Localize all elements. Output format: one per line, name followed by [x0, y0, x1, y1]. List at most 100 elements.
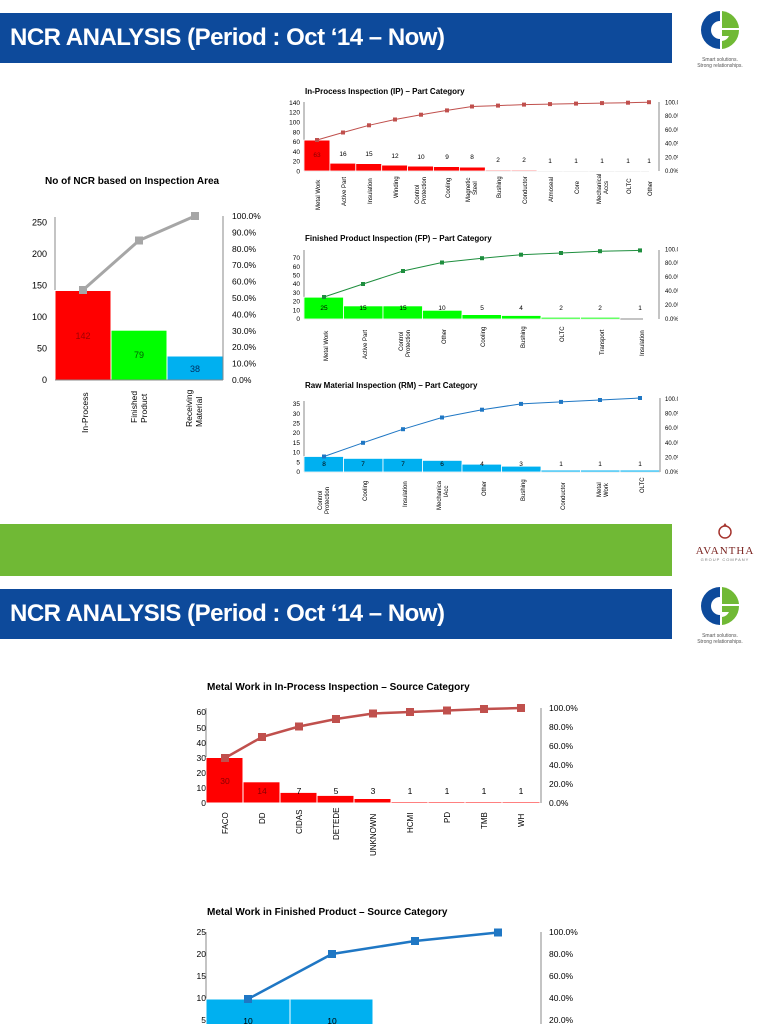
svg-text:0.0%: 0.0% [665, 169, 678, 175]
svg-text:lAcc: lAcc [444, 486, 450, 497]
svg-text:10: 10 [293, 307, 301, 314]
svg-text:150: 150 [32, 281, 47, 291]
svg-text:Active Part: Active Part [342, 177, 348, 206]
svg-text:60: 60 [293, 264, 301, 271]
svg-text:20.0%: 20.0% [549, 1015, 574, 1024]
svg-text:35: 35 [293, 401, 301, 408]
svg-text:70.0%: 70.0% [232, 260, 257, 270]
svg-text:Insulation: Insulation [403, 481, 409, 507]
avantha-sub: GROUP COMPANY [700, 557, 750, 562]
svg-text:5: 5 [296, 459, 300, 466]
svg-text:7: 7 [361, 461, 365, 468]
svg-text:20.0%: 20.0% [665, 155, 678, 161]
svg-text:TMB: TMB [480, 812, 489, 829]
svg-text:5: 5 [201, 1015, 206, 1024]
avantha-name: AVANTHA [695, 545, 755, 557]
svg-text:40.0%: 40.0% [232, 309, 257, 319]
svg-text:3: 3 [371, 786, 376, 796]
svg-text:9: 9 [445, 154, 449, 161]
svg-text:1: 1 [445, 786, 450, 796]
chart-rm-part-category: 0 5 10 15 20 25 30 35 8 7 7 6 4 3 1 1 1 [293, 396, 678, 514]
svg-text:60.0%: 60.0% [549, 741, 574, 751]
svg-text:7: 7 [401, 461, 405, 468]
svg-text:0.0%: 0.0% [665, 470, 678, 476]
svg-text:80.0%: 80.0% [665, 412, 678, 418]
slide2-title: NCR ANALYSIS (Period : Oct ‘14 – Now) [10, 600, 445, 627]
svg-text:70: 70 [293, 255, 301, 262]
svg-text:FACO: FACO [221, 812, 230, 834]
cg-tagline-2: Strong relationships. [697, 639, 743, 645]
svg-text:100.0%: 100.0% [549, 703, 578, 713]
svg-text:Bushing: Bushing [521, 479, 527, 501]
svg-text:15: 15 [197, 971, 207, 981]
svg-text:Conductor: Conductor [561, 482, 567, 510]
svg-text:90.0%: 90.0% [232, 227, 257, 237]
svg-text:60: 60 [197, 707, 207, 717]
svg-text:60.0%: 60.0% [549, 971, 574, 981]
svg-text:80: 80 [293, 129, 301, 136]
svg-text:WH: WH [517, 813, 526, 827]
svg-text:30: 30 [293, 411, 301, 418]
svg-text:20.0%: 20.0% [665, 303, 678, 309]
svg-text:10: 10 [243, 1016, 253, 1024]
svg-text:0.0%: 0.0% [232, 375, 252, 385]
svg-text:30: 30 [197, 753, 207, 763]
cg-tagline-2: Strong relationships. [697, 63, 743, 69]
svg-text:38: 38 [190, 364, 200, 374]
svg-text:Other: Other [482, 481, 488, 496]
svg-text:100.0%: 100.0% [549, 927, 578, 937]
svg-text:20.0%: 20.0% [232, 342, 257, 352]
svg-text:0.0%: 0.0% [549, 798, 569, 808]
svg-text:40.0%: 40.0% [549, 760, 574, 770]
svg-text:12: 12 [391, 153, 399, 160]
svg-text:20: 20 [197, 768, 207, 778]
svg-text:120: 120 [289, 110, 300, 117]
svg-text:6: 6 [440, 461, 444, 468]
svg-text:16: 16 [339, 151, 347, 158]
svg-text:Accs: Accs [604, 181, 610, 194]
svg-text:30.0%: 30.0% [232, 326, 257, 336]
svg-text:UNKNOWN: UNKNOWN [369, 814, 378, 856]
svg-text:10: 10 [197, 783, 207, 793]
svg-text:5: 5 [480, 305, 484, 312]
svg-text:50.0%: 50.0% [232, 293, 257, 303]
svg-text:Control: Control [318, 491, 324, 510]
svg-text:10: 10 [417, 154, 425, 161]
svg-text:25: 25 [293, 421, 301, 428]
svg-text:10.0%: 10.0% [232, 359, 257, 369]
y-axis-ticks: 0 50 100 150 200 250 [32, 218, 47, 386]
svg-text:40.0%: 40.0% [665, 441, 678, 447]
svg-text:1: 1 [519, 786, 524, 796]
svg-text:Active Part: Active Part [363, 330, 369, 359]
svg-text:50: 50 [197, 723, 207, 733]
svg-text:1: 1 [482, 786, 487, 796]
chart-rm-title: Raw Material Inspection (RM) – Part Cate… [305, 381, 478, 390]
green-divider-band [0, 524, 672, 576]
chart-mw-fp-source: 25 20 15 10 5 10 10 100.0% 80.0% 60.0% 40.0% 2… [197, 927, 578, 1024]
svg-text:10: 10 [327, 1016, 337, 1024]
cg-logo-icon [701, 11, 740, 49]
svg-text:10: 10 [197, 993, 207, 1003]
svg-text:Winding: Winding [394, 176, 400, 198]
svg-text:20: 20 [197, 949, 207, 959]
svg-text:Metal Work: Metal Work [324, 330, 330, 361]
svg-text:1: 1 [548, 158, 552, 165]
svg-text:80.0%: 80.0% [665, 114, 678, 120]
svg-text:1: 1 [647, 158, 651, 165]
svg-text:Bushing: Bushing [521, 326, 527, 348]
svg-text:0: 0 [42, 375, 47, 385]
svg-text:Cooling: Cooling [363, 481, 369, 501]
svg-text:1: 1 [574, 158, 578, 165]
chart-fp-title: Finished Product Inspection (FP) – Part … [305, 234, 492, 243]
svg-text:Control: Control [399, 332, 405, 351]
svg-text:25: 25 [320, 305, 328, 312]
cg-tagline-1: Smart solutions. [702, 633, 738, 639]
svg-text:200: 200 [32, 249, 47, 259]
svg-text:Transport: Transport [600, 329, 606, 355]
slide1-title: NCR ANALYSIS (Period : Oct ‘14 – Now) [10, 24, 445, 51]
svg-text:8: 8 [470, 154, 474, 161]
svg-text:1: 1 [638, 461, 642, 468]
svg-text:DD: DD [258, 812, 267, 824]
svg-text:Material: Material [194, 397, 204, 427]
